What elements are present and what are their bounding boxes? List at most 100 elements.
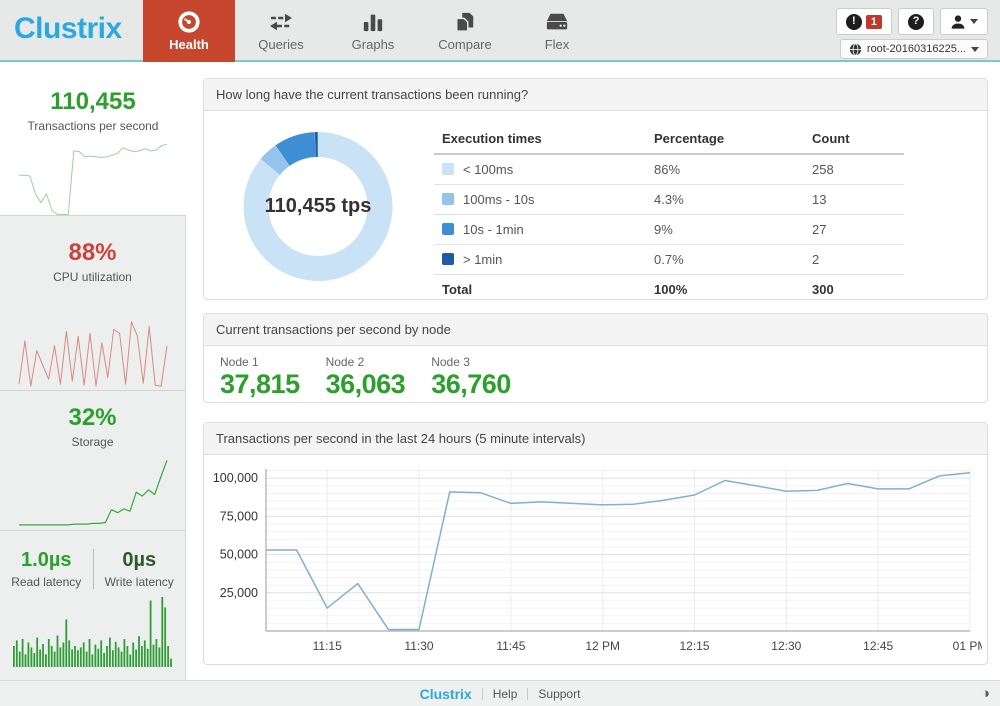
read-latency-label: Read latency — [11, 575, 82, 589]
donut-center-label: 110,455 tps — [264, 195, 372, 217]
legend-swatch-icon — [442, 163, 454, 175]
node-label: Node 3 — [431, 355, 470, 369]
svg-text:11:30: 11:30 — [404, 639, 433, 653]
write-latency-label: Write latency — [104, 575, 174, 589]
legend-swatch-icon — [442, 223, 454, 235]
write-latency-value: 0µs — [122, 549, 157, 571]
alerts-button[interactable]: ! 1 — [835, 8, 892, 35]
node-value: 36,063 — [325, 369, 406, 399]
table-cell: > 1min — [434, 244, 646, 275]
panel-tps-by-node: Current transactions per second by node … — [203, 313, 988, 403]
help-icon: ? — [908, 13, 924, 30]
cluster-selector[interactable]: root-20160316225... — [839, 39, 988, 59]
svg-text:25,000: 25,000 — [220, 586, 258, 600]
table-cell: 86% — [646, 154, 804, 185]
storage-sparkline — [18, 460, 168, 526]
documents-icon — [419, 9, 511, 35]
table-cell: < 100ms — [434, 154, 646, 185]
alert-icon: ! — [845, 13, 862, 30]
table-cell: Total — [434, 274, 646, 304]
user-icon — [950, 14, 966, 30]
table-cell: 10s - 1min — [434, 214, 646, 245]
tps-value: 110,455 — [50, 88, 136, 115]
panel-title: How long have the current transactions b… — [204, 79, 987, 111]
tab-graphs[interactable]: Graphs — [327, 0, 419, 62]
svg-text:12:15: 12:15 — [679, 639, 709, 653]
tab-compare[interactable]: Compare — [419, 0, 511, 62]
svg-text:11:45: 11:45 — [496, 639, 525, 653]
panel-tps-24h: Transactions per second in the last 24 h… — [203, 422, 988, 665]
footer-brand: Clustrix — [419, 685, 472, 702]
transfer-arrows-icon — [235, 9, 327, 35]
read-latency-value: 1.0µs — [21, 549, 72, 571]
cpu-label: CPU utilization — [53, 270, 132, 284]
node-value: 37,815 — [220, 369, 300, 399]
clustrix-logo: Clustrix — [14, 12, 122, 45]
table-cell: 100ms - 10s — [434, 184, 646, 215]
nav-actions: ! 1 ? — [835, 8, 988, 35]
sidebar-metric-cpu[interactable]: 88% CPU utilization — [0, 215, 186, 390]
table-row: 10s - 1min 9% 27 — [434, 214, 904, 245]
table-cell: 9% — [646, 214, 804, 245]
tab-queries[interactable]: Queries — [235, 0, 327, 62]
tab-label: Flex — [544, 37, 570, 52]
top-nav: Clustrix Health Queries — [0, 0, 1000, 62]
divider — [481, 687, 483, 700]
contrast-toggle-icon[interactable]: ◑ — [980, 685, 990, 702]
cluster-name: root-20160316225... — [866, 43, 966, 55]
help-button[interactable]: ? — [898, 8, 934, 35]
footer: Clustrix Help Support ◑ — [0, 680, 1000, 706]
drive-icon — [511, 9, 603, 35]
storage-label: Storage — [71, 435, 114, 449]
chevron-down-icon — [970, 19, 978, 24]
tab-label: Graphs — [351, 37, 395, 52]
sidebar-metric-latency[interactable]: 1.0µs Read latency 0µs Write latency — [0, 530, 186, 681]
table-cell: 13 — [804, 184, 904, 215]
support-link[interactable]: Support — [538, 686, 581, 701]
tab-label: Compare — [438, 37, 492, 52]
node-stat: Node 2 36,063 — [326, 355, 406, 400]
sidebar-metric-tps[interactable]: 110,455 Transactions per second — [0, 70, 186, 215]
divider — [527, 687, 529, 700]
bar-chart-icon — [327, 9, 419, 35]
chevron-down-icon — [971, 46, 979, 52]
tps-line-chart: 11:15 11:30 11:45 12 PM 12:15 12:30 12:45 01 PM… — [213, 469, 982, 653]
cpu-value: 88% — [68, 239, 117, 266]
table-total-row: Total 100% 300 — [434, 274, 904, 304]
tab-label: Queries — [258, 37, 304, 52]
alert-count-badge: 1 — [865, 14, 882, 29]
panel-transaction-durations: How long have the current transactions b… — [203, 78, 988, 304]
column-header: Execution times — [434, 125, 646, 155]
storage-value: 32% — [68, 404, 117, 431]
table-cell: 300 — [804, 274, 904, 304]
table-row: < 100ms 86% 258 — [434, 154, 904, 185]
tps-sparkline — [19, 143, 168, 215]
column-header: Percentage — [646, 125, 804, 155]
svg-text:11:15: 11:15 — [313, 639, 342, 653]
column-header: Count — [804, 125, 904, 155]
help-link[interactable]: Help — [492, 686, 518, 701]
table-cell: 4.3% — [646, 184, 804, 215]
donut-chart — [243, 132, 393, 281]
tab-flex[interactable]: Flex — [511, 0, 603, 62]
sidebar-metric-storage[interactable]: 32% Storage — [0, 390, 186, 530]
node-label: Node 2 — [325, 355, 365, 369]
table-row: > 1min 0.7% 2 — [434, 244, 904, 275]
svg-text:50,000: 50,000 — [220, 548, 258, 562]
svg-text:12:30: 12:30 — [771, 639, 801, 653]
table-cell: 258 — [804, 154, 904, 185]
latency-sparkline — [12, 597, 172, 667]
node-value: 36,760 — [431, 369, 511, 399]
svg-text:01 PM: 01 PM — [953, 639, 982, 653]
svg-text:75,000: 75,000 — [220, 509, 258, 523]
tab-health[interactable]: Health — [143, 0, 235, 62]
nav-tabs: Health Queries Graphs — [143, 0, 603, 62]
execution-times-donut: 110,455 tps — [220, 119, 416, 304]
table-row: 100ms - 10s 4.3% 13 — [434, 184, 904, 215]
legend-swatch-icon — [442, 253, 454, 265]
svg-text:12 PM: 12 PM — [585, 639, 620, 653]
svg-text:12:45: 12:45 — [863, 639, 893, 653]
node-stat: Node 3 36,760 — [431, 355, 511, 400]
user-menu-button[interactable] — [940, 8, 988, 35]
globe-icon — [849, 42, 862, 56]
